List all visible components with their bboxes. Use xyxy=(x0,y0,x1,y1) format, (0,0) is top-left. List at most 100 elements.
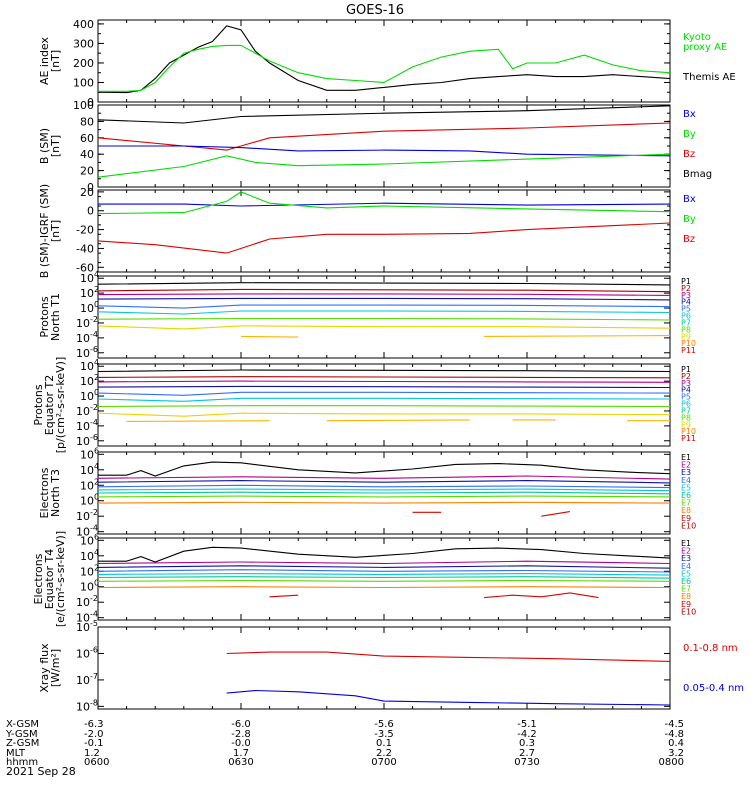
axis-value-xgsm: -4.5 xyxy=(664,719,684,730)
legend-label: E5 xyxy=(681,569,691,578)
legend-label: P11 xyxy=(681,346,696,355)
series-kyoto-proxy-ae xyxy=(98,44,670,92)
y-tick-label: 20 xyxy=(80,186,94,199)
y-tick-label: 0 xyxy=(87,181,94,194)
axis-value-mlt: 2.2 xyxy=(376,748,392,759)
legend-label: E7 xyxy=(681,499,691,508)
y-tick-label: 10-4 xyxy=(76,330,98,345)
series-0-05-0-4-nm xyxy=(226,689,670,706)
axis-value-xgsm: -5.1 xyxy=(517,719,537,730)
y-tick-label: 300 xyxy=(73,37,94,50)
axis-value-xgsm: -6.3 xyxy=(84,719,104,730)
y-tick-label: 10-2 xyxy=(76,403,98,418)
y-axis-label: [W/m²] xyxy=(49,649,62,687)
axis-value-zgsm: -0.1 xyxy=(84,738,104,749)
y-axis-label: [nT] xyxy=(49,220,62,242)
series-e5 xyxy=(98,488,670,492)
panel-frame xyxy=(97,19,671,103)
y-tick-label: 0 xyxy=(87,96,94,109)
legend-label: E3 xyxy=(681,554,691,563)
y-axis-label: B (SM) xyxy=(38,128,51,164)
axis-value-zgsm: 0.1 xyxy=(376,738,392,749)
series-themis-ae xyxy=(98,25,670,94)
legend-label: Bz xyxy=(683,149,695,160)
legend-label: Bz xyxy=(683,234,695,245)
axis-value-ygsm: -4.2 xyxy=(517,729,537,740)
y-axis-label: [nT] xyxy=(49,50,62,72)
y-axis-label: Electrons xyxy=(32,553,45,604)
legend-label: proxy AE xyxy=(683,42,727,53)
legend-label: Bx xyxy=(683,109,696,120)
y-tick-label: -60 xyxy=(76,261,94,274)
series-p4 xyxy=(98,385,670,389)
y-tick-label: 200 xyxy=(73,57,94,70)
legend-label: 0.05-0.4 nm xyxy=(683,683,744,694)
panel-frame xyxy=(97,363,671,447)
series-p7 xyxy=(98,317,670,321)
legend-label: E10 xyxy=(681,521,696,530)
plot-title: GOES-16 xyxy=(346,3,404,18)
axis-value-hhmm: 0700 xyxy=(371,757,396,768)
series-e9b xyxy=(541,511,570,517)
legend-label: By xyxy=(683,214,696,225)
legend-label: E4 xyxy=(681,562,691,571)
series-e1 xyxy=(98,461,670,477)
series-e3 xyxy=(98,480,670,484)
series-p3 xyxy=(98,380,670,383)
axis-row-label: hhmm xyxy=(6,757,38,768)
series-e6 xyxy=(98,491,670,495)
legend-label: E2 xyxy=(681,547,691,556)
series-e9a xyxy=(269,594,299,598)
y-tick-label: 400 xyxy=(73,18,94,31)
y-tick-label: 60 xyxy=(80,132,94,145)
panel-xray: 10-5 10-6 10-7 10-8 Xray flux[W/m²] 0.1-0.8 n… xyxy=(38,619,744,713)
series-e7 xyxy=(98,579,670,582)
series-e8 xyxy=(98,501,670,504)
legend-label: P8 xyxy=(681,325,691,334)
legend-label: E6 xyxy=(681,491,691,500)
series-e8 xyxy=(98,586,670,589)
series-e9b xyxy=(484,592,599,599)
legend-label: E1 xyxy=(681,539,691,548)
axis-value-hhmm: 0800 xyxy=(659,757,684,768)
legend-label: P6 xyxy=(681,312,691,321)
panel-frame xyxy=(97,537,671,621)
y-axis-label: Electrons xyxy=(38,467,51,518)
y-tick-label: 20 xyxy=(80,165,94,178)
y-tick-label: 0 xyxy=(87,205,94,218)
y-tick-label: 10-2 xyxy=(76,315,98,330)
axis-value-hhmm: 0600 xyxy=(84,757,109,768)
y-tick-label: 10-6 xyxy=(76,645,98,660)
axis-value-mlt: 2.7 xyxy=(519,748,535,759)
axis-value-ygsm: -2.8 xyxy=(231,729,251,740)
axis-value-hhmm: 0730 xyxy=(514,757,539,768)
y-axis-label: B (SM)-IGRF (SM) xyxy=(38,184,51,278)
legend-label: P6 xyxy=(681,400,691,409)
y-tick-label: 100 xyxy=(80,300,99,315)
series-e2 xyxy=(98,560,670,565)
y-tick-label: 104 xyxy=(80,270,99,285)
panel-frame xyxy=(97,626,671,710)
legend-label: P5 xyxy=(681,305,691,314)
series-p9b xyxy=(484,335,670,337)
series-p1 xyxy=(98,369,670,373)
legend-label: P1 xyxy=(681,365,691,374)
axis-value-zgsm: 0.3 xyxy=(519,738,535,749)
legend-label: P11 xyxy=(681,434,696,443)
legend-label: P4 xyxy=(681,298,691,307)
y-tick-label: 106 xyxy=(80,446,99,461)
legend-label: E6 xyxy=(681,577,691,586)
y-axis-label: Protons xyxy=(38,296,51,337)
legend-label: Bmag xyxy=(683,169,712,180)
y-tick-label: 10-7 xyxy=(76,672,98,687)
legend-label: P7 xyxy=(681,318,691,327)
y-axis-label: Equator T4 xyxy=(43,549,56,609)
series-p8 xyxy=(98,325,670,330)
legend-label: P2 xyxy=(681,284,691,293)
legend-label: P10 xyxy=(681,339,696,348)
series-by xyxy=(98,191,670,215)
